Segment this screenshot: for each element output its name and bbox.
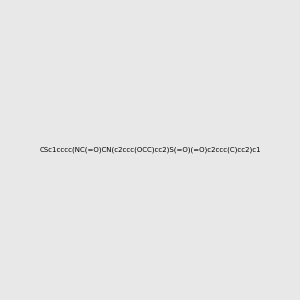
- Text: CSc1cccc(NC(=O)CN(c2ccc(OCC)cc2)S(=O)(=O)c2ccc(C)cc2)c1: CSc1cccc(NC(=O)CN(c2ccc(OCC)cc2)S(=O)(=O…: [39, 147, 261, 153]
